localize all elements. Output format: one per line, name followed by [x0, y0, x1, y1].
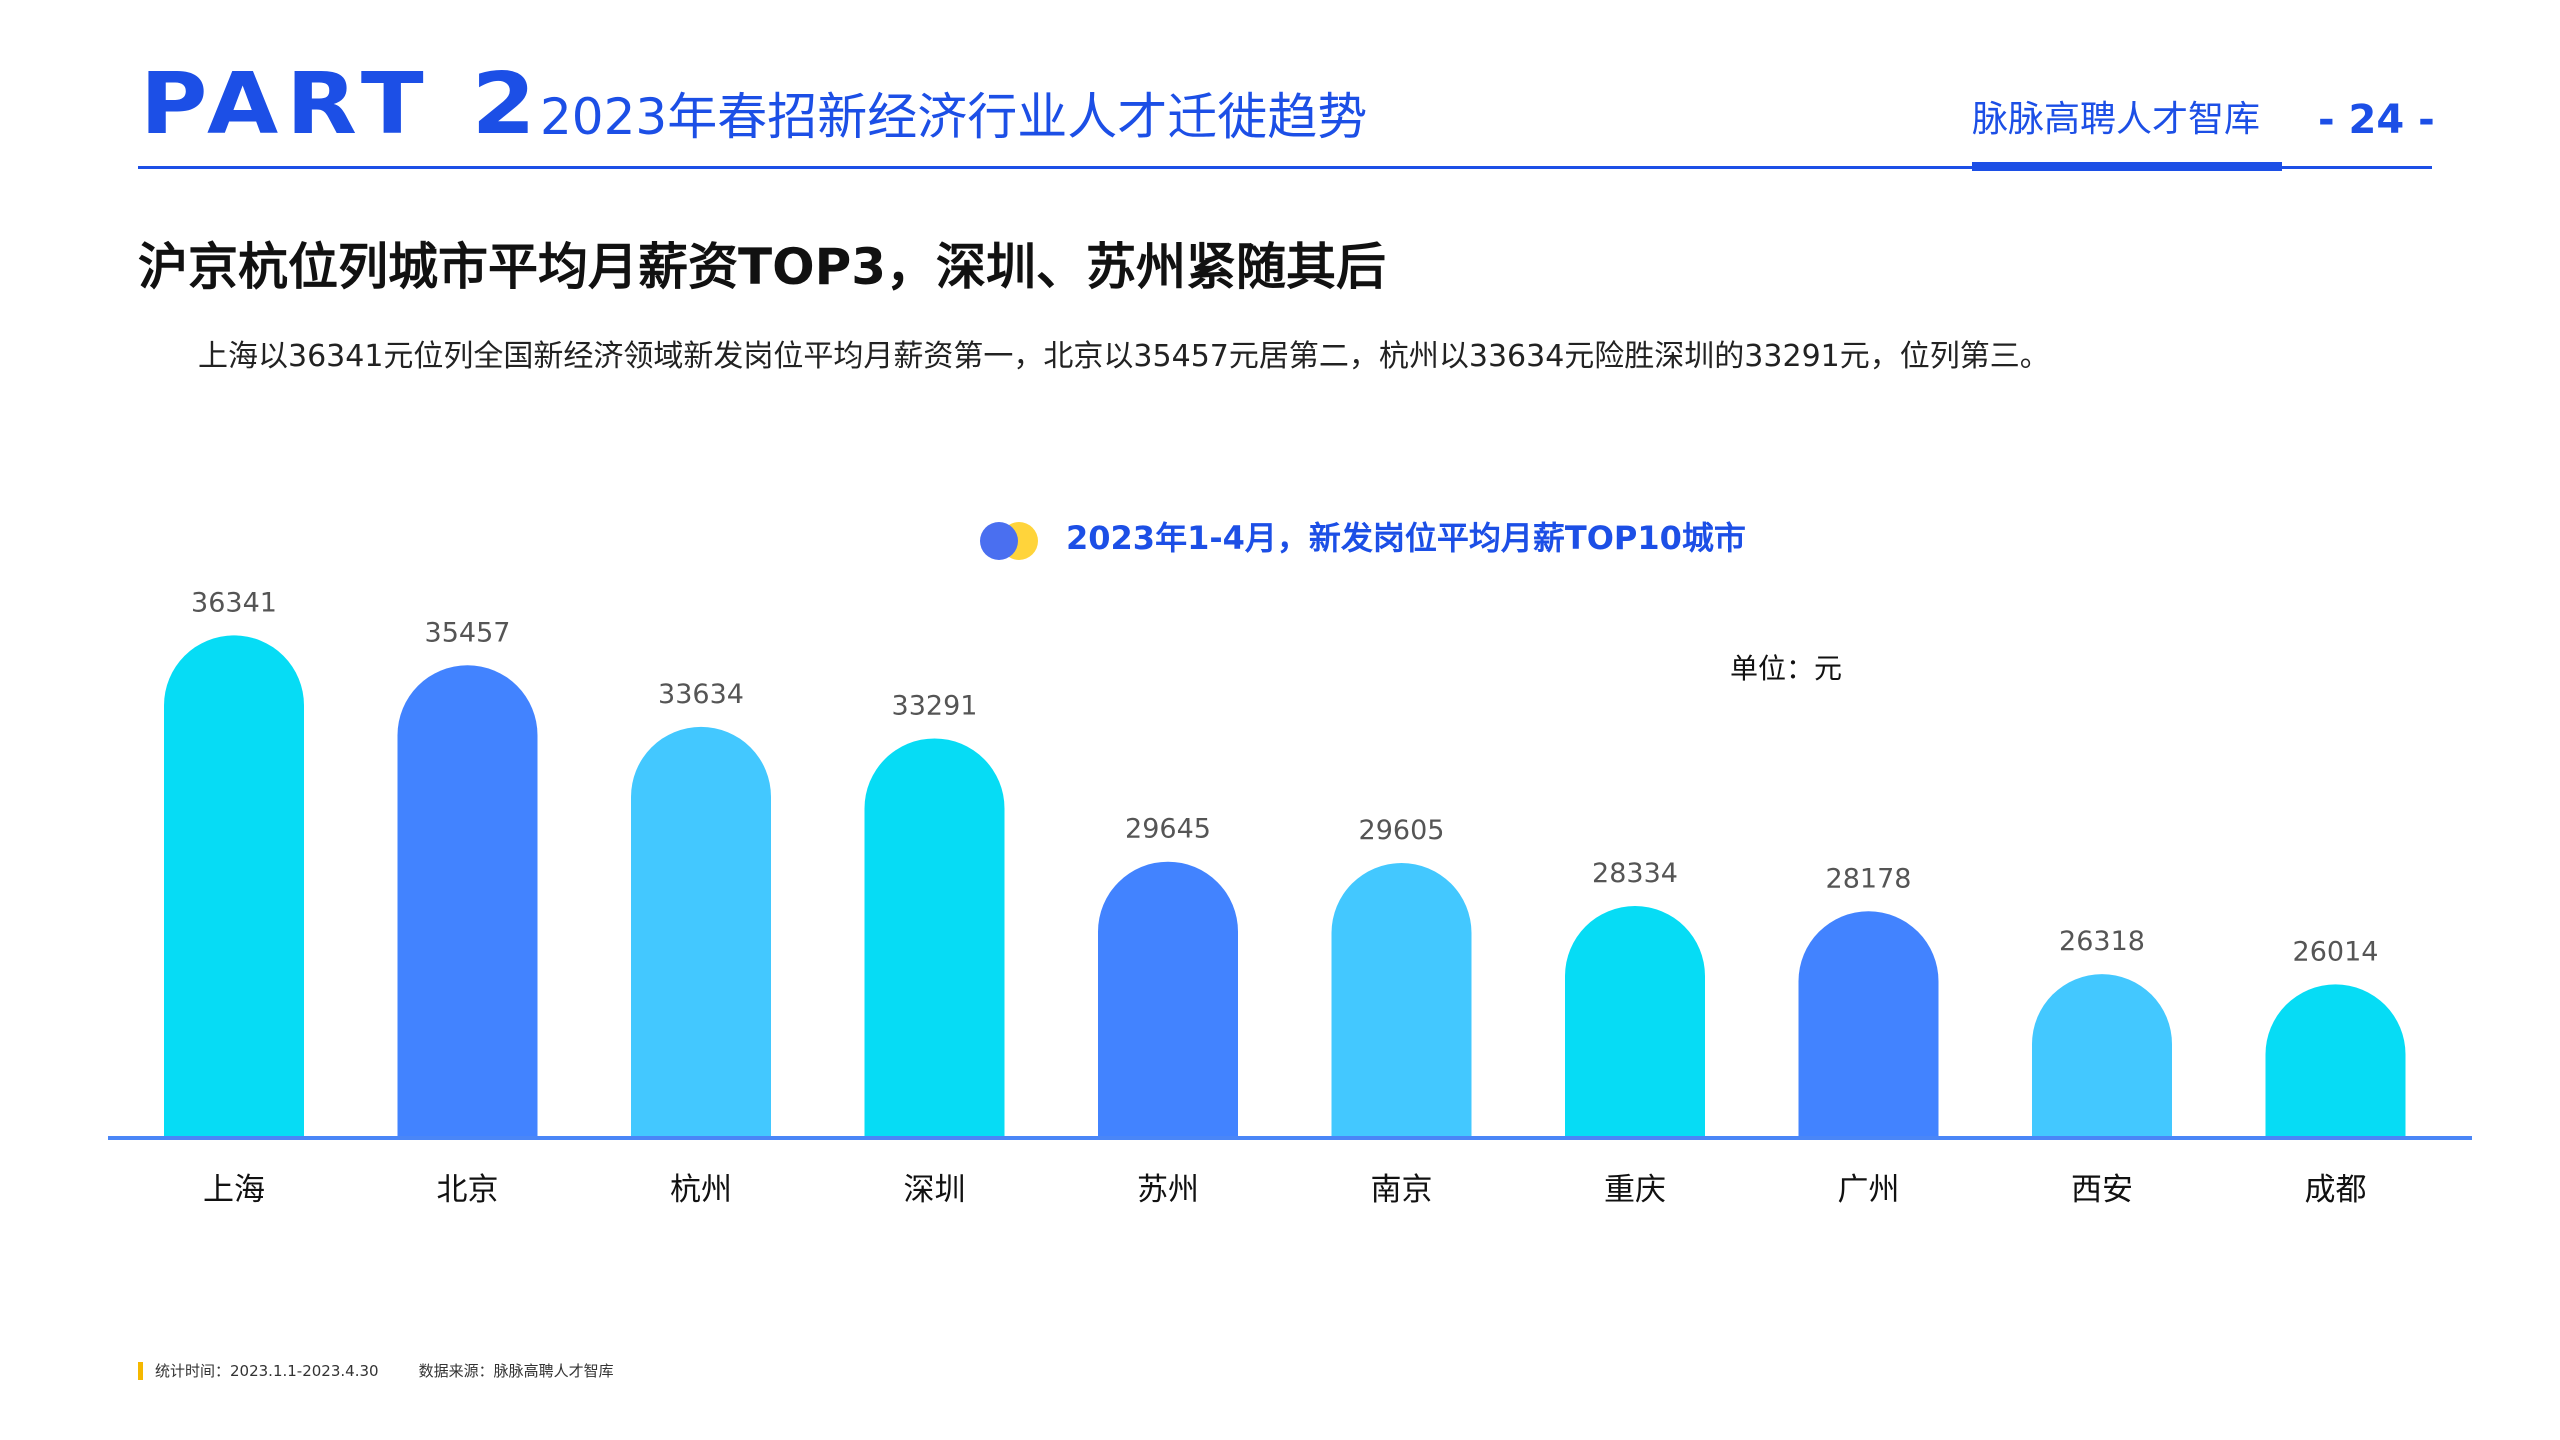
x-tick-label: 成都: [2305, 1172, 2367, 1208]
chart-title: 2023年1-4月，新发岗位平均月薪TOP10城市: [1066, 519, 1746, 557]
data-label: 33291: [892, 690, 978, 721]
bar-广州: [1798, 911, 1939, 1137]
data-label: 35457: [425, 617, 511, 648]
x-tick-label: 南京: [1371, 1172, 1433, 1208]
title-decoration-dots: [980, 522, 1042, 562]
bar-杭州: [631, 726, 771, 1137]
blue-dot-icon: [980, 522, 1018, 560]
x-tick-label: 苏州: [1137, 1172, 1199, 1208]
section-title: 2023年春招新经济行业人才迁徙趋势: [540, 88, 1368, 146]
x-tick-label: 西安: [2071, 1172, 2133, 1208]
bar-苏州: [1098, 861, 1238, 1137]
footer-marker: [138, 1362, 143, 1380]
unit-label: 单位：元: [1730, 652, 1843, 685]
data-label: 29645: [1125, 814, 1211, 845]
x-tick-label: 深圳: [904, 1172, 966, 1208]
brand-underline: [1972, 162, 2282, 171]
bar-南京: [1331, 863, 1472, 1137]
page-headline: 沪京杭位列城市平均月薪资TOP3，深圳、苏州紧随其后: [138, 238, 1387, 296]
data-label: 26318: [2059, 926, 2145, 957]
x-tick-label: 上海: [203, 1172, 265, 1208]
x-tick-label: 广州: [1838, 1172, 1900, 1208]
data-label: 36341: [191, 587, 277, 618]
x-tick-label: 重庆: [1604, 1172, 1666, 1208]
data-label: 33634: [658, 679, 744, 710]
bar-西安: [2032, 974, 2172, 1137]
footer: 统计时间：2023.1.1-2023.4.30 数据来源：脉脉高聘人才智库: [138, 1362, 614, 1380]
page-number: - 24 -: [2318, 97, 2435, 143]
summary-text: 上海以36341元位列全国新经济领域新发岗位平均月薪资第一，北京以35457元居…: [198, 339, 2050, 374]
bar-重庆: [1565, 906, 1705, 1137]
x-tick-label: 杭州: [670, 1172, 732, 1208]
footer-source: 数据来源：脉脉高聘人才智库: [418, 1361, 614, 1380]
bar-上海: [164, 635, 304, 1137]
brand-name: 脉脉高聘人才智库: [1972, 99, 2261, 140]
data-label: 26014: [2293, 936, 2379, 967]
bar-深圳: [864, 738, 1005, 1137]
x-tick-label: 北京: [437, 1172, 499, 1208]
footer-stats-time: 统计时间：2023.1.1-2023.4.30: [155, 1361, 379, 1380]
part-number: PART 2: [140, 54, 544, 154]
data-label: 29605: [1359, 815, 1445, 846]
data-label: 28334: [1592, 858, 1678, 889]
data-label: 28178: [1826, 863, 1912, 894]
header-divider: [138, 166, 2432, 169]
bar-北京: [397, 665, 538, 1137]
bar-成都: [2265, 984, 2406, 1137]
